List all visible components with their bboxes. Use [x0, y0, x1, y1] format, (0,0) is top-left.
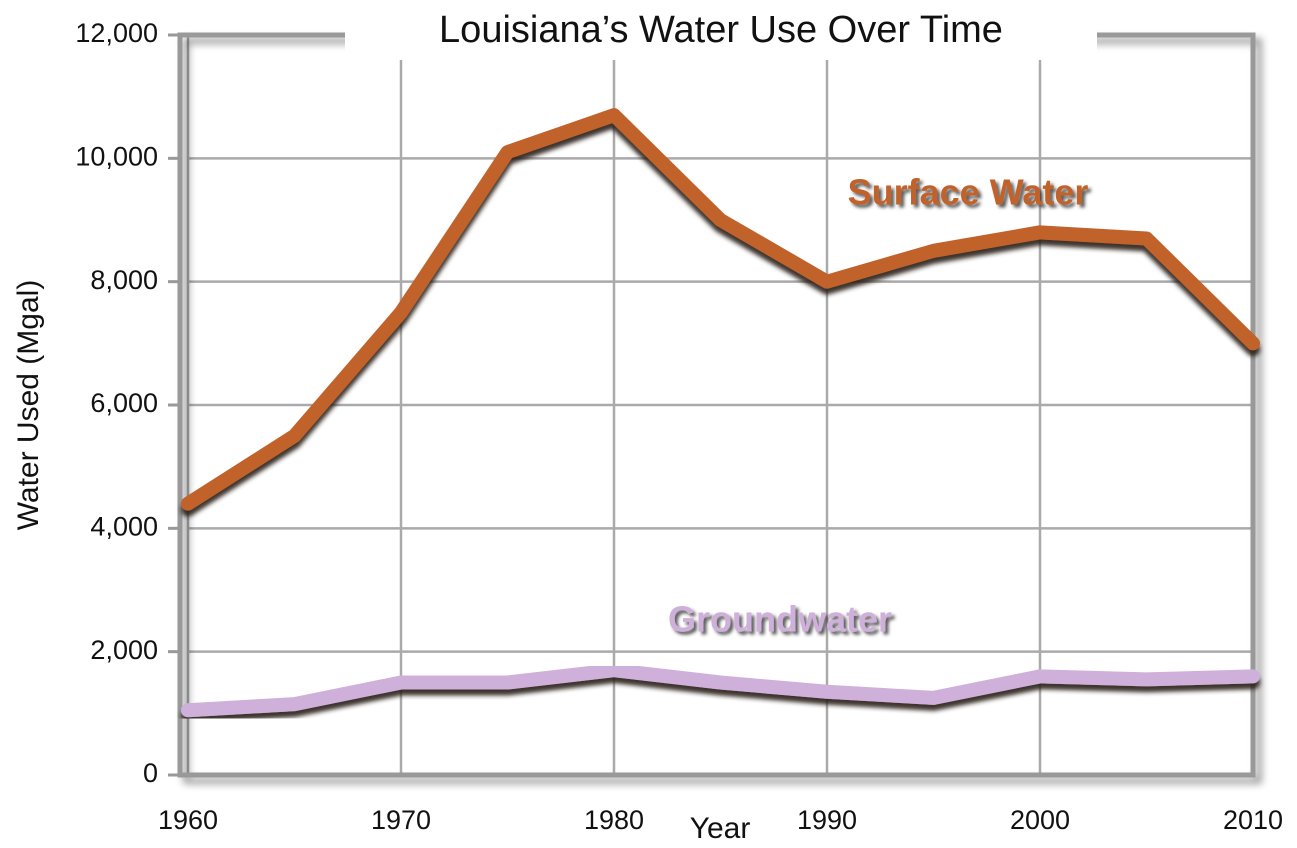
x-tick-label: 2010: [1223, 805, 1283, 835]
series-line: [181, 108, 1260, 511]
y-tick-label: 8,000: [90, 265, 158, 295]
x-axis-title: Year: [690, 812, 751, 845]
y-tick-label: 0: [143, 758, 158, 788]
series-label: Surface Water: [848, 172, 1089, 213]
x-tick-label: 1990: [797, 805, 857, 835]
chart-title: Louisiana’s Water Use Over Time: [439, 9, 1003, 51]
y-tick-label: 4,000: [90, 511, 158, 541]
series-label: Groundwater: [668, 599, 892, 640]
x-tick-label: 1970: [371, 805, 431, 835]
y-tick-label: 6,000: [90, 388, 158, 418]
x-tick-label: 2000: [1010, 805, 1070, 835]
title-bg: [345, 10, 1097, 60]
series-line: [181, 663, 1260, 718]
grid: [186, 33, 1255, 777]
y-tick-label: 10,000: [75, 141, 158, 171]
y-tick-label: 12,000: [75, 18, 158, 48]
y-tick-label: 2,000: [90, 635, 158, 665]
x-tick-label: 1960: [158, 805, 218, 835]
x-tick-label: 1980: [584, 805, 644, 835]
y-axis-title: Water Used (Mgal): [12, 280, 45, 531]
